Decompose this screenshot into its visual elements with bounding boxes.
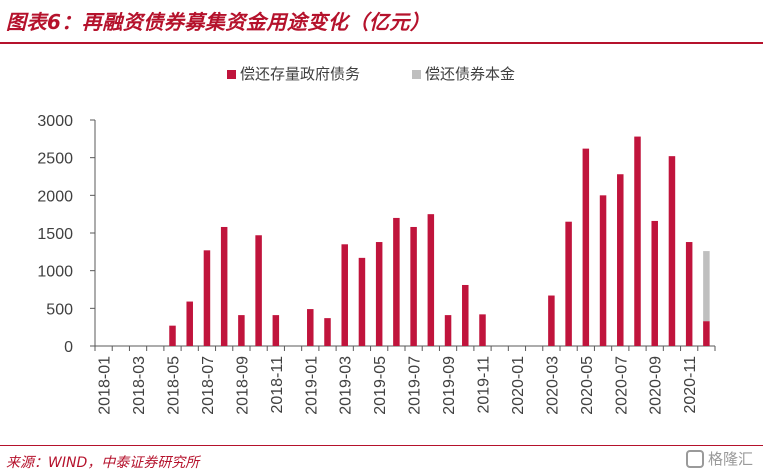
bar-debt-2020-11 — [685, 242, 693, 346]
bar-debt-2019-10 — [462, 284, 469, 346]
bar-debt-2019-03 — [341, 244, 348, 346]
x-tick-label: 2020-09 — [648, 356, 665, 415]
bar-debt-2019-01 — [307, 309, 314, 346]
bar-debt-2020-08 — [634, 136, 641, 346]
y-tick-label: 3000 — [37, 113, 73, 130]
bar-debt-2019-08 — [427, 214, 435, 346]
x-tick-label: 2019-07 — [407, 356, 424, 415]
x-tick-label: 2018-09 — [234, 356, 251, 415]
bar-principal-2020-12 — [703, 251, 710, 322]
x-tick-label: 2019-03 — [338, 356, 355, 415]
chart-tick-labels: 0 500 1000 1500 2000 2500 3000 2018-01 2018-03 20… — [37, 113, 699, 415]
legend-label-principal: 偿还债券本金 — [425, 65, 515, 83]
x-tick-label: 2020-05 — [579, 356, 596, 415]
bar-debt-2020-10 — [668, 156, 676, 346]
bar-debt-2018-08 — [220, 226, 228, 346]
watermark: 格隆汇 — [685, 448, 753, 469]
x-tick-label: 2018-05 — [166, 356, 183, 415]
watermark-text: 格隆汇 — [707, 450, 753, 468]
x-tick-label: 2019-01 — [303, 356, 320, 415]
y-tick-label: 0 — [64, 339, 73, 356]
bar-debt-2018-09 — [238, 315, 245, 346]
y-tick-label: 1500 — [37, 226, 73, 243]
x-tick-label: 2018-07 — [200, 356, 217, 415]
x-tick-label: 2018-03 — [131, 356, 148, 415]
chart-axes — [90, 119, 716, 351]
y-tick-label: 1000 — [37, 264, 73, 281]
x-tick-label: 2019-09 — [441, 356, 458, 415]
bar-debt-2019-02 — [324, 318, 331, 346]
bar-debt-2019-11 — [479, 314, 486, 346]
y-tick-label: 2000 — [37, 188, 73, 205]
legend-swatch-debt — [227, 70, 236, 79]
bar-debt-2020-06 — [599, 195, 607, 346]
x-tick-label: 2020-11 — [682, 356, 699, 414]
bar-debt-2018-06 — [186, 301, 193, 346]
x-tick-label: 2018-11 — [269, 356, 286, 414]
x-tick-label: 2019-05 — [372, 356, 389, 415]
bar-debt-2020-12 — [703, 321, 710, 346]
source-note: 来源：WIND，中泰证券研究所 — [6, 455, 200, 471]
legend-label-debt: 偿还存量政府债务 — [240, 65, 360, 83]
bar-debt-2020-04 — [565, 221, 572, 346]
legend-swatch-principal — [412, 70, 421, 79]
bar-debt-2020-05 — [582, 148, 590, 346]
title-rule — [0, 42, 763, 44]
bar-debt-2020-03 — [548, 295, 555, 346]
y-tick-label: 2500 — [37, 151, 73, 168]
figure-title: 图表6：再融资债券募集资金用途变化（亿元） — [6, 10, 431, 34]
bar-debt-2019-09 — [444, 315, 452, 346]
bar-debt-2018-11 — [272, 315, 280, 346]
x-tick-label: 2019-11 — [476, 356, 493, 414]
footer-rule — [0, 445, 763, 446]
bar-chart: 偿还存量政府债务 偿还债券本金 0 500 1000 1500 2000 2500 3000… — [37, 65, 716, 415]
y-tick-label: 500 — [46, 301, 73, 318]
bar-debt-2018-10 — [255, 235, 262, 346]
bar-debt-2018-07 — [203, 250, 211, 346]
x-tick-label: 2020-01 — [510, 356, 527, 415]
x-tick-label: 2020-07 — [613, 356, 630, 415]
bar-debt-2019-04 — [358, 257, 366, 346]
watermark-logo-icon — [685, 449, 704, 468]
chart-bars — [169, 136, 710, 346]
bar-debt-2018-05 — [169, 325, 176, 346]
bar-debt-2019-05 — [375, 242, 383, 346]
x-tick-label: 2020-03 — [544, 356, 561, 415]
chart-legend: 偿还存量政府债务 偿还债券本金 — [227, 65, 515, 83]
bar-debt-2020-07 — [617, 174, 624, 346]
bar-debt-2020-09 — [651, 220, 658, 346]
bar-debt-2019-06 — [393, 217, 400, 346]
bar-debt-2019-07 — [410, 226, 417, 346]
x-tick-label: 2018-01 — [97, 356, 114, 415]
